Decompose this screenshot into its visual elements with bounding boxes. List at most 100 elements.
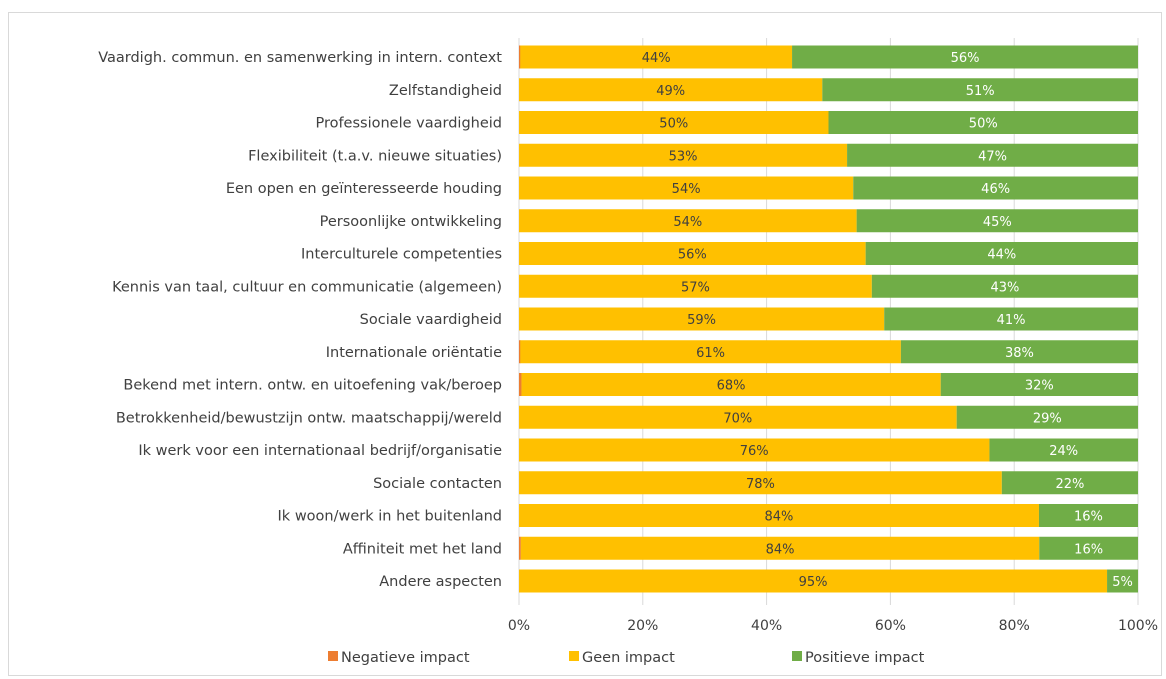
data-label: 5%: [1112, 575, 1133, 590]
category-label: Interculturele competenties: [301, 247, 502, 263]
legend-label: Positieve impact: [805, 650, 925, 666]
bar-positieve: [856, 209, 1138, 233]
bars: 44% 56% 49% 51% 50% 50% 53% 47% 54% 46% 54% 45% 56% 4…: [519, 45, 1138, 593]
legend-label: Geen impact: [582, 650, 675, 666]
x-axis-ticks: 0% 20% 40% 60% 80% 100%: [508, 618, 1158, 634]
x-tick-label: 20%: [627, 618, 658, 634]
bar-geen: [519, 143, 848, 167]
bar-geen: [519, 111, 829, 134]
bar-positieve: [871, 274, 1138, 298]
data-label: 54%: [673, 215, 702, 230]
data-label: 29%: [1033, 411, 1062, 426]
bar-geen: [519, 569, 1108, 593]
data-label: 38%: [1005, 346, 1034, 361]
bar-geen: [520, 45, 793, 69]
category-label: Bekend met intern. ontw. en uitoefening …: [123, 378, 502, 394]
legend-swatch: [328, 651, 338, 661]
data-label: 16%: [1074, 510, 1103, 525]
x-tick-label: 100%: [1118, 618, 1158, 634]
data-label: 59%: [687, 313, 716, 328]
category-label: Een open en geïnteresseerde houding: [226, 181, 502, 197]
data-label: 16%: [1074, 542, 1103, 557]
data-label: 61%: [696, 346, 725, 361]
bar-positieve: [853, 176, 1138, 200]
data-label: 95%: [799, 575, 828, 590]
legend-swatch: [792, 651, 802, 661]
data-label: 70%: [723, 411, 752, 426]
data-label: 78%: [746, 477, 775, 492]
bar-negatieve: [519, 373, 522, 396]
data-label: 45%: [983, 215, 1012, 230]
bar-positieve: [900, 340, 1138, 364]
bar-positieve: [1107, 569, 1138, 593]
bar-positieve: [1001, 471, 1138, 495]
bar-geen: [521, 373, 941, 396]
category-label: Internationale oriëntatie: [326, 345, 502, 361]
bar-positieve: [847, 143, 1138, 167]
category-label: Affiniteit met het land: [343, 541, 502, 557]
data-label: 53%: [669, 149, 698, 164]
bar-geen: [519, 274, 872, 298]
bar-geen: [520, 340, 901, 364]
category-label: Ik werk voor een internationaal bedrijf/…: [138, 443, 502, 459]
category-label: Professionele vaardigheid: [315, 116, 502, 132]
data-label: 51%: [966, 84, 995, 99]
data-label: 54%: [672, 182, 701, 197]
bar-geen: [519, 504, 1039, 527]
data-label: 56%: [678, 248, 707, 263]
bar-geen: [519, 405, 957, 429]
data-label: 32%: [1025, 379, 1054, 394]
data-label: 56%: [951, 51, 980, 66]
legend: Negatieve impact Geen impact Positieve imp…: [328, 650, 925, 666]
bar-positieve: [1038, 504, 1138, 527]
bar-geen: [519, 78, 823, 102]
bar-geen: [519, 438, 990, 462]
category-label: Zelfstandigheid: [389, 83, 502, 99]
category-label: Kennis van taal, cultuur en communicatie…: [112, 279, 502, 295]
data-label: 24%: [1049, 444, 1078, 459]
data-label: 50%: [969, 117, 998, 132]
data-label: 84%: [765, 510, 794, 525]
bar-positieve: [989, 438, 1138, 462]
bar-geen: [520, 536, 1040, 560]
bar-geen: [519, 176, 854, 200]
bar-positieve: [822, 78, 1138, 102]
data-label: 47%: [978, 149, 1007, 164]
data-label: 68%: [717, 379, 746, 394]
data-label: 41%: [997, 313, 1026, 328]
data-label: 22%: [1055, 477, 1084, 492]
data-label: 49%: [656, 84, 685, 99]
category-label: Andere aspecten: [379, 574, 502, 590]
category-label: Sociale contacten: [373, 476, 502, 492]
bar-positieve: [828, 111, 1138, 134]
x-tick-label: 80%: [999, 618, 1030, 634]
legend-swatch: [569, 651, 579, 661]
bar-positieve: [956, 405, 1138, 429]
bar-geen: [519, 209, 857, 233]
bar-negatieve: [519, 45, 521, 69]
category-label: Sociale vaardigheid: [360, 312, 502, 328]
bar-negatieve: [519, 340, 521, 364]
x-tick-label: 0%: [508, 618, 530, 634]
bar-negatieve: [519, 536, 521, 560]
x-tick-label: 40%: [751, 618, 782, 634]
legend-label: Negatieve impact: [341, 650, 470, 666]
category-label: Ik woon/werk in het buitenland: [278, 509, 502, 525]
bar-geen: [519, 307, 885, 331]
data-label: 44%: [987, 248, 1016, 263]
data-label: 76%: [740, 444, 769, 459]
bar-positieve: [865, 242, 1138, 265]
data-label: 43%: [990, 280, 1019, 295]
data-label: 84%: [766, 542, 795, 557]
data-label: 50%: [659, 117, 688, 132]
bar-positieve: [884, 307, 1138, 331]
bar-geen: [519, 242, 866, 265]
bar-positieve: [1039, 536, 1138, 560]
bar-geen: [519, 471, 1002, 495]
data-label: 57%: [681, 280, 710, 295]
x-tick-label: 60%: [875, 618, 906, 634]
category-label: Flexibiliteit (t.a.v. nieuwe situaties): [248, 148, 502, 164]
category-label: Betrokkenheid/bewustzijn ontw. maatschap…: [116, 410, 502, 426]
data-label: 46%: [981, 182, 1010, 197]
